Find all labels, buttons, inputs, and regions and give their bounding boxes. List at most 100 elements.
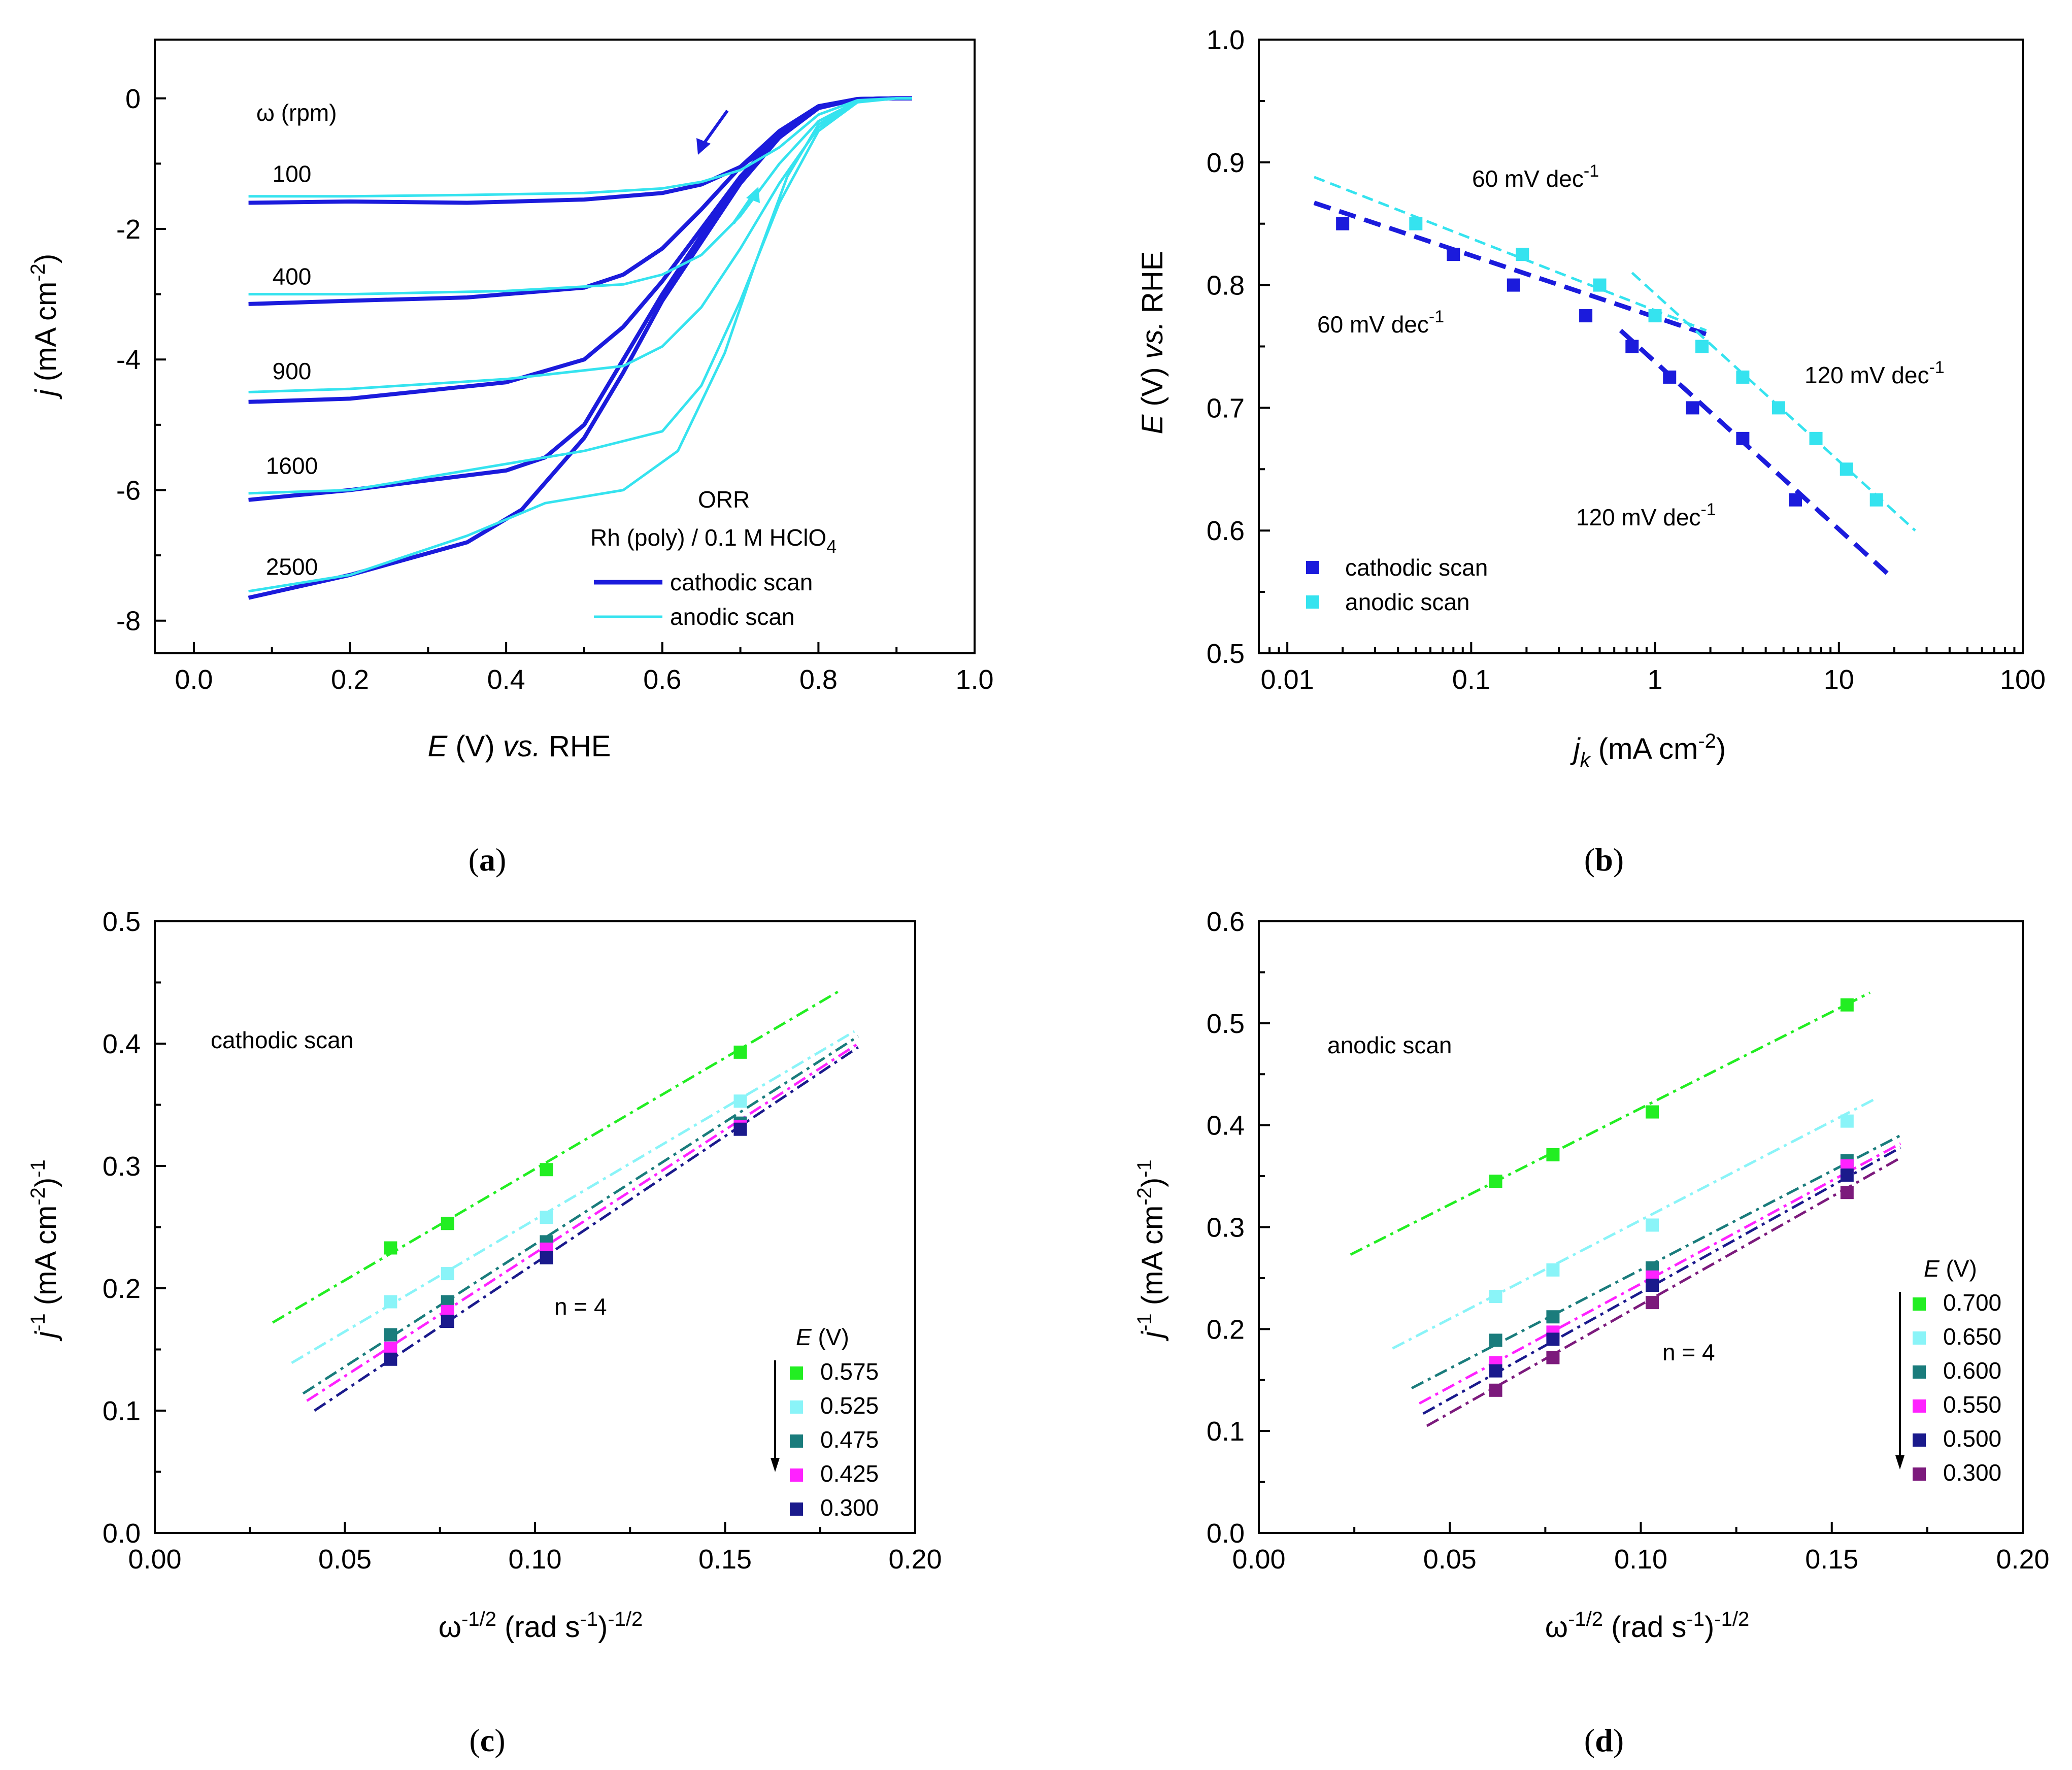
anodic-point [1809, 431, 1823, 445]
legend-marker-0.425 [790, 1468, 803, 1482]
cathodic-point [1789, 493, 1802, 507]
legend-marker-0.525 [790, 1400, 803, 1414]
x-tick-label: 0.1 [1452, 664, 1490, 695]
legend-label-0.475: 0.475 [820, 1426, 879, 1453]
legend-marker-0.600 [1913, 1365, 1926, 1379]
panel-b-ylabel: E (V) vs. RHE [1136, 251, 1169, 435]
panel-b-points [1336, 217, 1883, 507]
y-tick-label: 0.7 [1207, 393, 1245, 423]
kl-point-0.650 [1840, 1114, 1854, 1128]
y-tick-label: 0.5 [103, 907, 141, 937]
cathodic-curve-2500 [248, 96, 912, 600]
x-tick-label: 0.6 [643, 664, 681, 695]
legend-marker-0.575 [790, 1366, 803, 1380]
y-tick-label: 0.4 [1207, 1111, 1245, 1141]
scan-label-c: cathodic scan [211, 1027, 353, 1053]
kl-point-0.600 [1546, 1310, 1560, 1324]
cathodic-point [1686, 401, 1699, 415]
x-tick-label: 0.00 [128, 1544, 181, 1575]
decrease-arrowhead-d-icon [1895, 1455, 1904, 1470]
kl-point-0.300 [1840, 1186, 1854, 1199]
kl-fit-0.575 [272, 990, 840, 1324]
kl-point-0.425 [384, 1342, 397, 1355]
cathodic-point [1736, 431, 1750, 445]
slope-label-anodic-60: 60 mV dec-1 [1472, 161, 1599, 192]
x-tick-label: 0.8 [799, 664, 838, 695]
kl-point-0.600 [1489, 1333, 1502, 1347]
legend-title-c: E (V) [796, 1324, 849, 1350]
kl-point-0.500 [1546, 1332, 1560, 1346]
caption-a: (a) [469, 842, 507, 878]
x-tick-label: 0.20 [888, 1544, 942, 1575]
rpm-labels: 100 400 900 1600 2500 [266, 160, 318, 580]
y-tick-label: 0.5 [1207, 1009, 1245, 1039]
anodic-point [1409, 217, 1423, 230]
kl-point-0.650 [1646, 1218, 1659, 1232]
legend-marker-0.500 [1913, 1433, 1926, 1447]
kl-fit-0.300 [314, 1046, 859, 1412]
anodic-point [1593, 278, 1607, 292]
kl-point-0.300 [1546, 1351, 1560, 1364]
panel-b-legend: cathodic scan anodic scan [1306, 554, 1488, 615]
legend-cathodic-marker [1306, 561, 1319, 574]
kl-point-0.500 [1840, 1168, 1854, 1182]
legend-marker-0.550 [1913, 1399, 1926, 1413]
plot-frame [1258, 920, 2024, 1534]
y-tick-label: 0.2 [103, 1274, 141, 1304]
kl-point-0.700 [1546, 1148, 1560, 1161]
y-tick-label: 0.3 [103, 1151, 141, 1182]
panel-a-ylabel: j (mA cm-2) [27, 254, 62, 399]
kl-point-0.575 [540, 1163, 553, 1177]
panel-d-xlabel: ω-1/2 (rad s-1)-1/2 [1545, 1608, 1749, 1644]
x-tick-label: 0.20 [1996, 1544, 2049, 1575]
kl-fit-0.300 [1426, 1156, 1901, 1427]
scan-label-d: anodic scan [1327, 1032, 1452, 1058]
kl-point-0.300 [540, 1251, 553, 1264]
caption-b-letter: b [1595, 842, 1613, 878]
slope-label-cathodic-60: 60 mV dec-1 [1317, 307, 1444, 338]
y-tick-label: 0.8 [1207, 271, 1245, 301]
rpm-label: 100 [273, 160, 312, 187]
kl-point-0.575 [441, 1217, 454, 1230]
anodic-arrow-icon [732, 194, 754, 224]
panel-b-axes: 0.01 0.1 1 10 100 0.5 0.6 0.7 0.8 0.9 1.0 [1207, 25, 2046, 695]
legend-marker-0.475 [790, 1434, 803, 1448]
panel-d-axes: 0.00 0.05 0.10 0.15 0.20 0.0 0.1 0.2 0.3 0.4 0.5 0.… [1207, 907, 2050, 1575]
omega-header: ω (rpm) [256, 99, 337, 126]
legend-title-d: E (V) [1924, 1255, 1977, 1282]
x-tick-label: 0.4 [487, 664, 525, 695]
panel-b: 0.01 0.1 1 10 100 0.5 0.6 0.7 0.8 0.9 1.0 60 mV de… [1136, 25, 2046, 878]
panel-c-axes: 0.00 0.05 0.10 0.15 0.20 0.0 0.1 0.2 0.3 0.4 0.5 [103, 907, 942, 1575]
cathodic-arrowhead-icon [696, 138, 711, 155]
legend-anodic-marker [1306, 595, 1319, 609]
panel-a-legend: cathodic scan anodic scan [594, 569, 813, 630]
x-tick-label: 0.01 [1261, 664, 1314, 695]
cathodic-point [1507, 278, 1520, 292]
cathodic-point [1447, 248, 1460, 261]
y-tick-label: -6 [116, 475, 141, 506]
caption-d-letter: d [1595, 1722, 1613, 1758]
cathodic-point [1663, 370, 1677, 384]
y-tick-label: 0.6 [1207, 907, 1245, 937]
y-tick-label: 0.6 [1207, 516, 1245, 546]
panel-c-ylabel: j-1 (mA cm-2)-1 [27, 1159, 62, 1342]
x-tick-label: 0.15 [698, 1544, 752, 1575]
y-tick-label: 0.3 [1207, 1213, 1245, 1243]
kl-fit-0.700 [1350, 991, 1871, 1256]
kl-point-0.525 [384, 1295, 397, 1309]
caption-c-letter: c [480, 1722, 494, 1758]
orr-title: ORR [698, 486, 750, 513]
x-tick-label: 0.2 [331, 664, 369, 695]
anodic-point [1648, 309, 1662, 323]
panel-d-ylabel: j-1 (mA cm-2)-1 [1133, 1159, 1169, 1342]
anodic-curve-2500 [248, 97, 912, 593]
kl-point-0.575 [733, 1045, 747, 1059]
kl-fit-0.500 [1422, 1146, 1901, 1415]
anodic-curve-1600 [248, 97, 912, 495]
legend-label-0.525: 0.525 [820, 1392, 879, 1419]
anodic-point [1736, 370, 1750, 384]
cathodic-tafel-fit [1313, 201, 1707, 337]
legend-cathodic-label: cathodic scan [670, 569, 813, 595]
y-tick-label: 0.0 [103, 1518, 141, 1549]
kl-point-0.575 [384, 1241, 397, 1255]
